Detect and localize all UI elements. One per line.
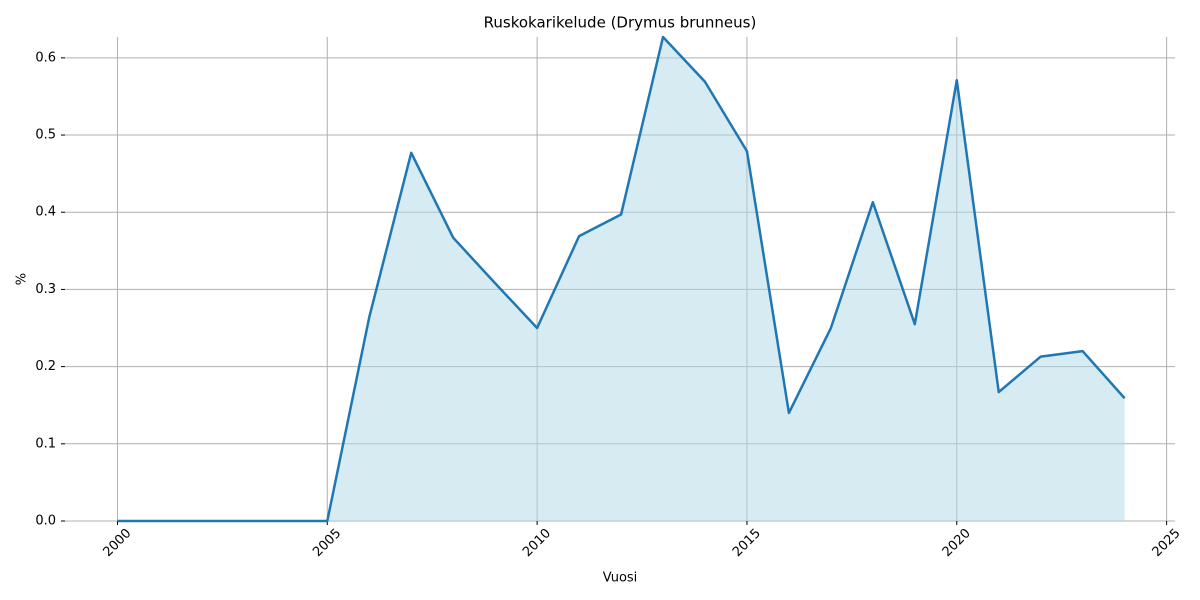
x-tick-label: 2015: [730, 526, 764, 560]
y-tick-label: 0.4: [35, 205, 56, 220]
y-tick-label: 0.3: [35, 282, 56, 297]
x-tick-label: 2020: [940, 526, 974, 560]
x-tick-label: 2000: [100, 526, 134, 560]
y-tick-label: 0.5: [35, 128, 56, 143]
x-tick-label: 2010: [520, 526, 554, 560]
chart-title: Ruskokarikelude (Drymus brunneus): [484, 14, 757, 32]
y-tick-label: 0.2: [35, 359, 56, 374]
area-fill: [117, 37, 1125, 521]
y-axis-label: %: [15, 273, 30, 285]
x-tick-label: 2005: [310, 526, 344, 560]
x-axis-label: Vuosi: [603, 571, 638, 586]
x-tick-label: 2025: [1150, 526, 1184, 560]
y-tick-label: 0.6: [35, 50, 56, 65]
y-tick-label: 0.1: [35, 436, 56, 451]
line: [117, 35, 1126, 523]
y-tick-label: 0.0: [35, 514, 56, 529]
